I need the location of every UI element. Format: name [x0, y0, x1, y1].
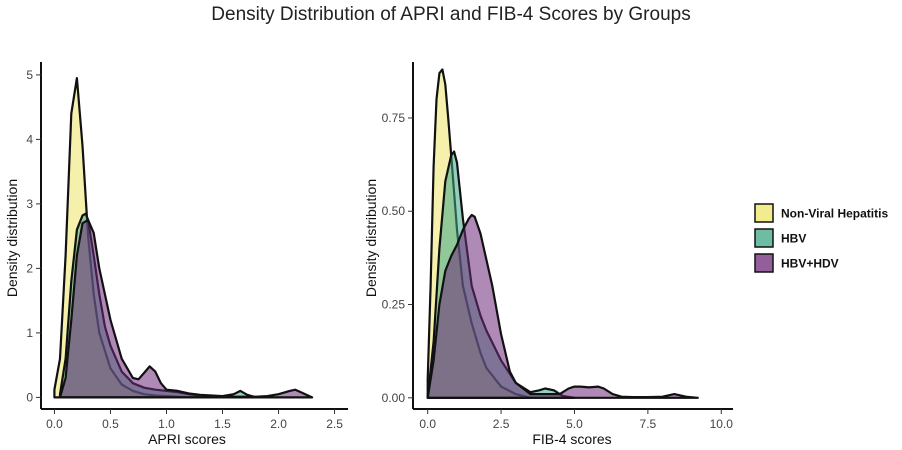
fib4-density-panel: 0.0 2.5 5.0 7.5 10.0 0.00 0.25 0.50 0.75 FIB-4 s…	[363, 62, 733, 447]
apri-x-tick-label: 2.5	[326, 417, 343, 431]
fib4-y-tick-label: 0.75	[382, 111, 406, 125]
legend: Non-Viral Hepatitis HBV HBV+HDV	[754, 203, 888, 273]
legend-swatch-hbv	[754, 228, 774, 248]
fib4-y-tick-label: 0.00	[382, 391, 406, 405]
apri-ticks: 0.0 0.5 1.0 1.5 2.0 2.5 0 1 2 3 4 5	[26, 68, 343, 431]
fib4-x-tick-label: 2.5	[493, 417, 510, 431]
legend-label-hbv-hdv: HBV+HDV	[781, 257, 839, 271]
apri-y-tick-label: 2	[26, 261, 33, 275]
fib4-axes	[412, 62, 733, 410]
legend-label-non-viral-hepatitis: Non-Viral Hepatitis	[781, 207, 888, 221]
apri-x-axis-label: APRI scores	[148, 431, 226, 447]
fib4-x-tick-label: 7.5	[640, 417, 657, 431]
apri-density-areas	[53, 77, 314, 399]
fib4-y-tick-label: 0.50	[382, 204, 406, 218]
apri-y-tick-label: 0	[26, 390, 33, 404]
apri-x-tick-label: 0.5	[102, 417, 119, 431]
apri-density-hbv-hdv	[58, 218, 314, 399]
fib4-y-axis-label: Density distribution	[363, 179, 379, 297]
apri-x-tick-label: 1.0	[158, 417, 175, 431]
apri-y-tick-label: 5	[26, 68, 33, 82]
apri-y-tick-label: 1	[26, 326, 33, 340]
fib4-y-tick-label: 0.25	[382, 298, 406, 312]
legend-label-hbv: HBV	[781, 232, 806, 246]
fib4-x-tick-label: 5.0	[566, 417, 583, 431]
legend-swatch-non-viral-hepatitis	[754, 203, 774, 223]
fib4-x-axis-label: FIB-4 scores	[532, 431, 611, 447]
apri-x-tick-label: 0.0	[46, 417, 63, 431]
apri-density-panel: 0.0 0.5 1.0 1.5 2.0 2.5 0 1 2 3 4 5 APRI scores Den…	[4, 62, 348, 447]
fib4-x-tick-label: 0.0	[419, 417, 436, 431]
apri-y-axis-label: Density distribution	[4, 179, 20, 297]
fib4-ticks: 0.0 2.5 5.0 7.5 10.0 0.00 0.25 0.50 0.75	[382, 111, 734, 431]
apri-x-tick-label: 1.5	[214, 417, 231, 431]
apri-x-tick-label: 2.0	[270, 417, 287, 431]
fib4-x-tick-label: 10.0	[710, 417, 734, 431]
apri-y-tick-label: 4	[26, 132, 33, 146]
fib4-density-areas	[426, 68, 699, 399]
legend-swatch-hbv-hdv	[754, 253, 774, 273]
chart-title: Density Distribution of APRI and FIB-4 S…	[211, 4, 691, 25]
apri-y-tick-label: 3	[26, 197, 33, 211]
apri-axes	[40, 62, 348, 410]
fib4-density-hbv-hdv	[426, 213, 699, 399]
